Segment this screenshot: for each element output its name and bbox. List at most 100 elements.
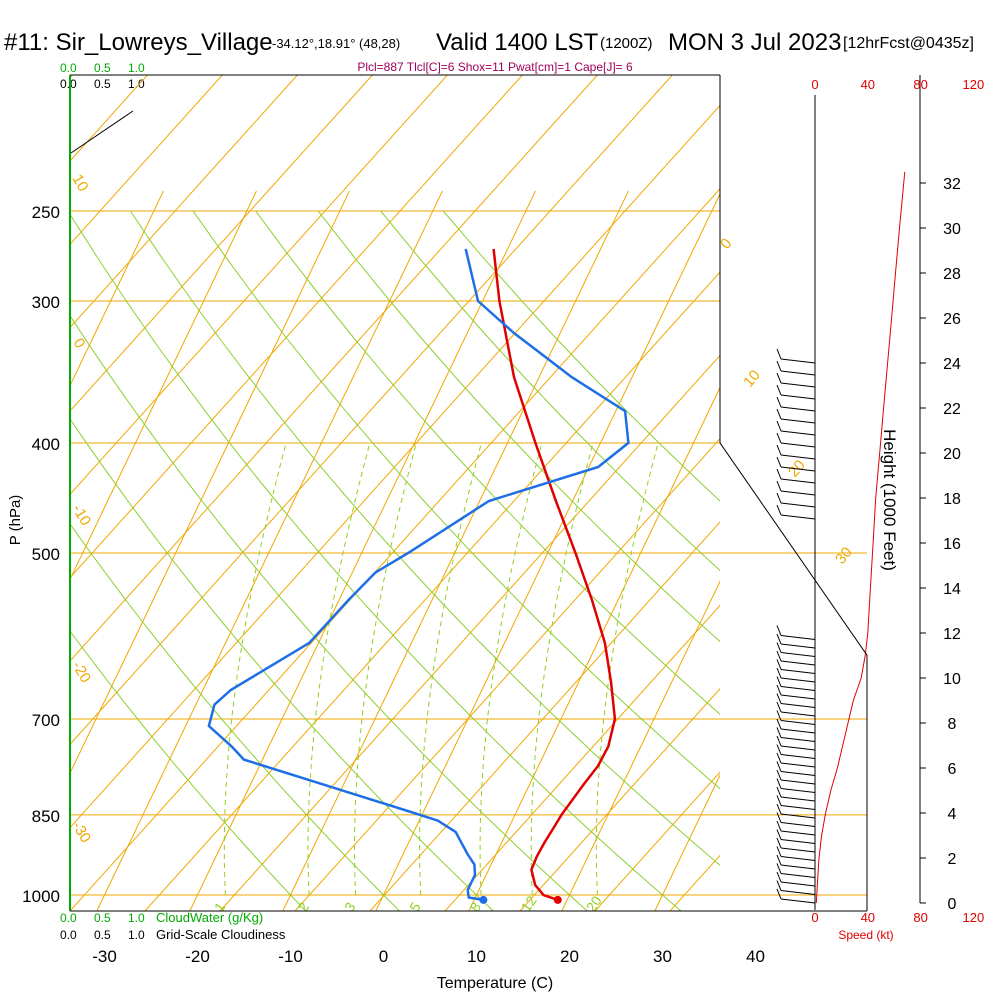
wind-barb (776, 727, 816, 742)
temp-tick-label: 20 (560, 947, 579, 966)
x-axis-title: Temperature (C) (437, 975, 553, 992)
height-tick-label: 16 (943, 536, 961, 553)
wind-barb (776, 761, 816, 776)
height-tick-label: 32 (943, 176, 961, 193)
height-tick-label: 0 (948, 896, 957, 913)
wind-barb (776, 684, 816, 700)
dry-adiabat (442, 210, 720, 502)
wind-barb (776, 829, 816, 844)
dry-adiabat (70, 523, 401, 911)
wind-barb (776, 863, 816, 878)
mixing-ratio-line (223, 442, 287, 896)
height-tick-label: 24 (943, 356, 961, 373)
isotherm-label: 10 (69, 172, 92, 195)
surface-dewpoint-marker (479, 895, 488, 904)
wind-barb (776, 384, 816, 400)
speed-tick-label: 0 (811, 910, 818, 925)
height-tick-label: 8 (948, 716, 957, 733)
wind-barb (776, 633, 816, 649)
diagonal-grid-line (369, 521, 720, 911)
diagonal-grid-line (519, 688, 720, 911)
temp-tick-label: -30 (92, 947, 117, 966)
temp-tick-label: -20 (185, 947, 210, 966)
diagonal-grid-line (820, 75, 1000, 911)
speed-tick-label: 40 (861, 77, 875, 92)
diagonal-grid-line (70, 75, 598, 662)
isotherm-label: 0 (70, 336, 89, 352)
dry-adiabats (70, 210, 720, 911)
wind-barb (776, 710, 816, 725)
surface-temperature-marker (553, 895, 562, 904)
top-left-guide (70, 110, 134, 154)
isotherm-line (468, 386, 720, 911)
adiabat-lines (70, 210, 720, 911)
wind-barb (776, 803, 816, 819)
cloudwater-label: CloudWater (g/Kg) (156, 910, 263, 925)
height-axis-title: Height (1000 Feet) (880, 429, 899, 571)
isotherm-line (282, 190, 629, 911)
temp-tick-label: -10 (278, 947, 303, 966)
valid-time: Valid 1400 LST (436, 29, 599, 56)
cloudiness-label: Grid-Scale Cloudiness (156, 927, 286, 942)
isotherms (70, 75, 1000, 928)
mixing-ratio-line (419, 442, 482, 896)
isotherm-label: -20 (69, 659, 95, 686)
wind-barb (776, 846, 816, 861)
speed-axis-title: Speed (kt) (838, 928, 893, 942)
svg-text:1.0: 1.0 (128, 911, 145, 925)
pressure-tick-label: 1000 (22, 887, 60, 906)
dry-adiabat (70, 630, 307, 911)
wind-barb (776, 456, 816, 472)
cloudwater-legend: 0.0 0.5 1.0 CloudWater (g/Kg) 0.0 0.5 1.… (60, 910, 286, 942)
mixing-ratio-line (595, 442, 659, 896)
wind-barb (776, 667, 816, 683)
mixing-ratio-label: 5 (406, 899, 424, 915)
station-coords: -34.12°,18.91° (48,28) (272, 36, 400, 51)
diagonal-grid-line (70, 75, 298, 329)
wind-barb (776, 492, 816, 508)
speed-tick-label: 120 (963, 77, 985, 92)
wind-barb (776, 372, 816, 388)
pressure-tick-label: 400 (32, 435, 60, 454)
temp-tick-label: 30 (653, 947, 672, 966)
temp-tick-label: 40 (746, 947, 765, 966)
y-axis-title: P (hPa) (7, 495, 24, 546)
diagonal-grid-line (70, 75, 223, 246)
pressure-tick-label: 250 (32, 203, 60, 222)
height-tick-label: 12 (943, 626, 961, 643)
height-tick-label: 10 (943, 671, 961, 688)
svg-text:1.0: 1.0 (128, 77, 145, 91)
diagonal-grid-line (970, 75, 1000, 911)
svg-text:0.5: 0.5 (94, 928, 111, 942)
diagonal-grid-line (294, 438, 720, 911)
dry-adiabat (380, 210, 720, 572)
svg-text:0.0: 0.0 (60, 911, 77, 925)
diagonal-grid-line (70, 75, 73, 79)
speed-tick-label: 80 (913, 77, 927, 92)
speed-tick-label: 120 (963, 910, 985, 925)
diagonal-grid-line (70, 104, 720, 829)
wind-barb (776, 871, 816, 887)
speed-tick-label: 40 (861, 910, 875, 925)
wind-barb (776, 396, 816, 412)
height-tick-label: 20 (943, 446, 961, 463)
pressure-tick-label: 500 (32, 545, 60, 564)
wind-barb (776, 786, 816, 802)
diagonal-grid-line (70, 188, 720, 911)
wind-barbs (776, 348, 816, 904)
mixing-ratio-label: 3 (341, 899, 359, 915)
speed-tick-label: 0 (811, 77, 818, 92)
dry-adiabat (70, 418, 495, 911)
pressure-tick-label: 700 (32, 711, 60, 730)
height-tick-label: 30 (943, 221, 961, 238)
wind-barb (776, 854, 816, 870)
mixing-ratio-line (354, 442, 417, 896)
svg-text:0.0: 0.0 (60, 928, 77, 942)
isotherm-line (832, 191, 1000, 928)
forecast-date: MON 3 Jul 2023 (668, 29, 841, 56)
isotherm-line (70, 190, 164, 387)
height-tick-label: 22 (943, 401, 961, 418)
